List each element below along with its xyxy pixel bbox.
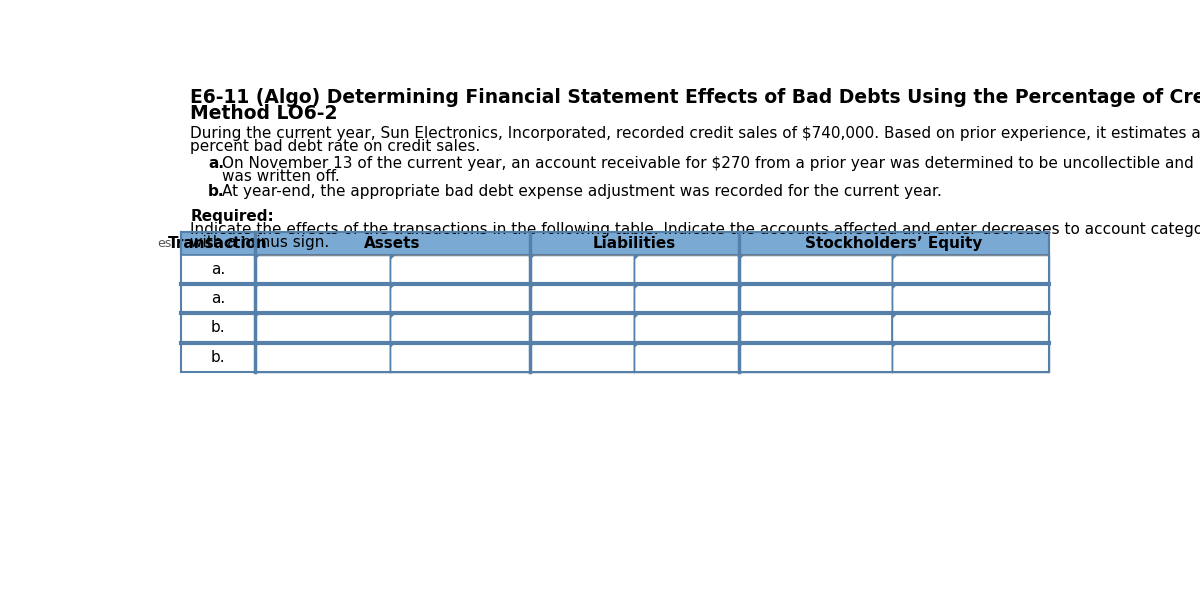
Text: Indicate the effects of the transactions in the following table. Indicate the ac: Indicate the effects of the transactions… [191,222,1200,237]
Bar [181,254,254,284]
Bar [893,343,1049,372]
Polygon shape [739,254,744,260]
Polygon shape [254,284,260,290]
Text: Assets: Assets [364,236,420,251]
Bar [390,343,529,372]
Bar [635,343,739,372]
Bar [529,254,635,284]
Bar [254,254,390,284]
Text: E6-11 (Algo) Determining Financial Statement Effects of Bad Debts Using the Perc: E6-11 (Algo) Determining Financial State… [191,88,1200,107]
Polygon shape [529,284,535,290]
Text: a.: a. [208,156,224,171]
Bar [893,254,1049,284]
Polygon shape [529,313,535,319]
Polygon shape [254,254,260,260]
Polygon shape [893,343,898,348]
Bar [635,284,739,313]
Bar [390,284,529,313]
Polygon shape [893,313,898,319]
Polygon shape [893,284,898,290]
Text: with a minus sign.: with a minus sign. [191,235,330,250]
Polygon shape [390,254,396,260]
Text: a.: a. [211,291,224,306]
Polygon shape [390,284,396,290]
Bar [181,343,254,372]
Bar [181,313,254,343]
Bar [739,254,893,284]
Bar [181,232,1049,254]
Bar [739,343,893,372]
Bar [739,284,893,313]
Bar [390,254,529,284]
Bar [529,343,635,372]
Polygon shape [635,313,640,319]
Text: Liabilities: Liabilities [593,236,676,251]
Text: es: es [157,237,172,250]
Bar [635,313,739,343]
Bar [893,313,1049,343]
Text: Stockholders’ Equity: Stockholders’ Equity [805,236,983,251]
Text: Method LO6-2: Method LO6-2 [191,104,338,123]
Text: During the current year, Sun Electronics, Incorporated, recorded credit sales of: During the current year, Sun Electronics… [191,126,1200,141]
Polygon shape [635,343,640,348]
Polygon shape [739,284,744,290]
Text: On November 13 of the current year, an account receivable for $270 from a prior : On November 13 of the current year, an a… [222,156,1194,171]
Bar [529,313,635,343]
Text: b.: b. [210,350,226,365]
Polygon shape [390,313,396,319]
Text: b.: b. [210,321,226,336]
Polygon shape [529,254,535,260]
Polygon shape [529,343,535,348]
Polygon shape [739,313,744,319]
Text: Transaction: Transaction [168,236,268,251]
Text: was written off.: was written off. [222,169,340,184]
Text: At year-end, the appropriate bad debt expense adjustment was recorded for the cu: At year-end, the appropriate bad debt ex… [222,184,942,199]
Text: percent bad debt rate on credit sales.: percent bad debt rate on credit sales. [191,138,480,154]
Bar [529,284,635,313]
Bar [635,254,739,284]
Text: a.: a. [211,262,224,277]
Polygon shape [635,284,640,290]
Bar [739,313,893,343]
Polygon shape [390,343,396,348]
Bar [390,313,529,343]
Polygon shape [893,254,898,260]
Polygon shape [254,343,260,348]
Polygon shape [739,343,744,348]
Bar [893,284,1049,313]
Text: b.: b. [208,184,224,199]
Polygon shape [254,313,260,319]
Polygon shape [635,254,640,260]
Bar [181,284,254,313]
Bar [254,343,390,372]
Bar [254,284,390,313]
Text: Required:: Required: [191,209,274,224]
Bar [254,313,390,343]
